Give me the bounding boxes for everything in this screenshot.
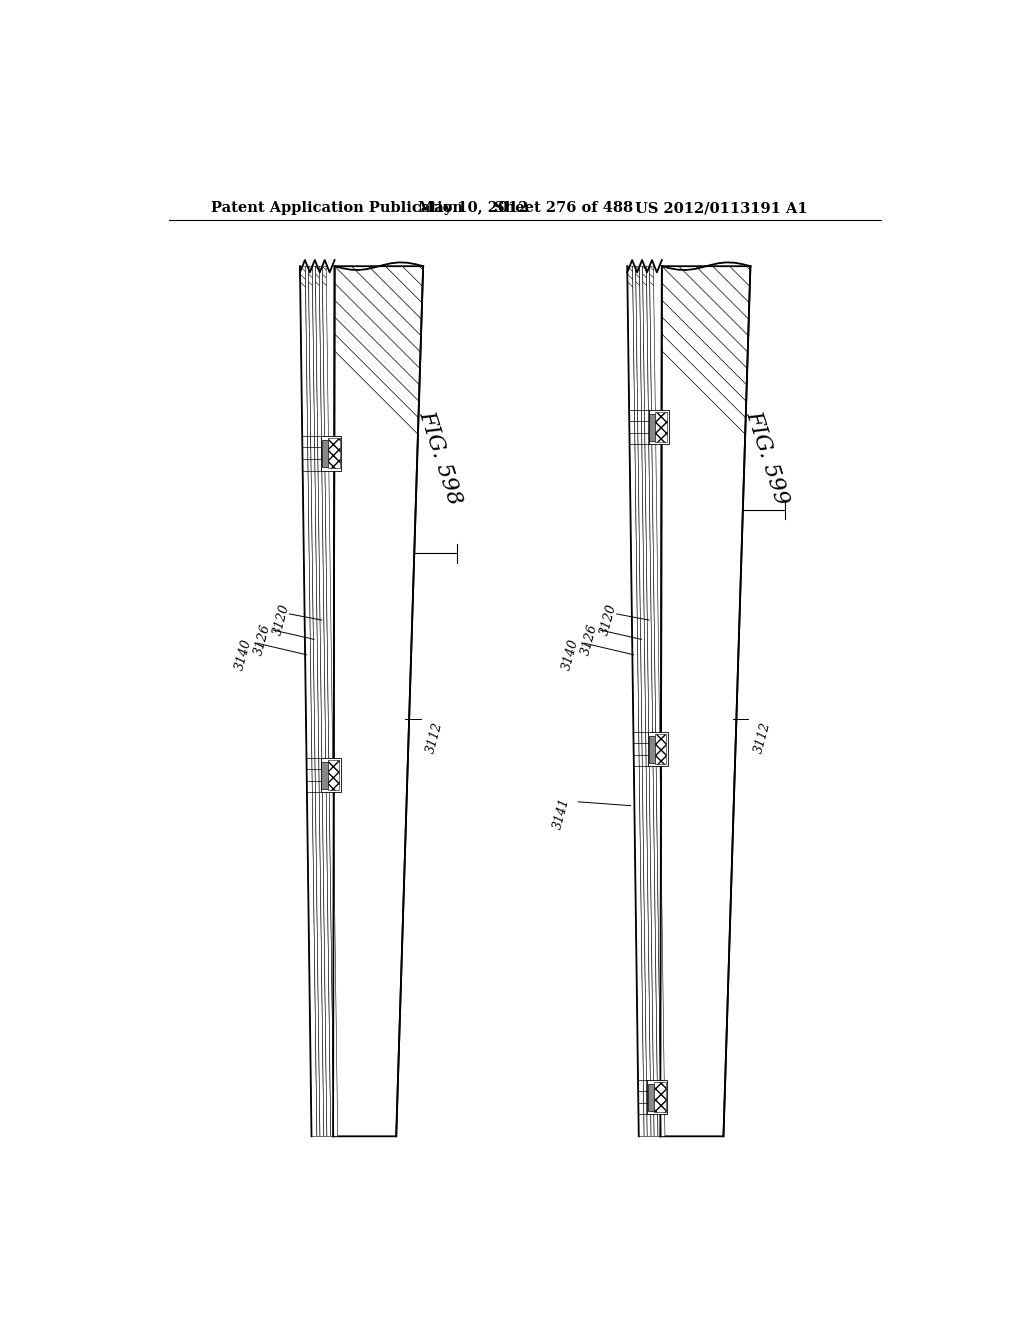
- Polygon shape: [640, 267, 654, 1137]
- Polygon shape: [636, 267, 651, 1137]
- Polygon shape: [312, 267, 327, 1137]
- Polygon shape: [308, 267, 324, 1137]
- Bar: [648, 409, 669, 445]
- Bar: [648, 1084, 654, 1110]
- Polygon shape: [333, 267, 423, 1137]
- Text: 3120: 3120: [271, 603, 292, 638]
- Bar: [649, 413, 655, 441]
- Text: FIG. 599: FIG. 599: [742, 408, 794, 508]
- Polygon shape: [646, 267, 662, 1137]
- Text: 3141: 3141: [551, 796, 571, 830]
- Bar: [322, 762, 328, 788]
- Polygon shape: [643, 267, 658, 1137]
- Polygon shape: [300, 267, 316, 1137]
- Polygon shape: [628, 267, 644, 1137]
- Polygon shape: [649, 267, 665, 1137]
- Polygon shape: [633, 267, 647, 1137]
- Text: Sheet 276 of 488: Sheet 276 of 488: [494, 202, 633, 215]
- Polygon shape: [319, 267, 334, 1137]
- Text: 3140: 3140: [232, 638, 254, 672]
- Bar: [328, 438, 340, 469]
- Bar: [648, 731, 668, 767]
- Text: US 2012/0113191 A1: US 2012/0113191 A1: [635, 202, 808, 215]
- Bar: [321, 758, 341, 792]
- Bar: [322, 440, 328, 467]
- Bar: [647, 1080, 668, 1114]
- Text: 3112: 3112: [425, 721, 445, 755]
- Text: 3140: 3140: [560, 638, 581, 672]
- Text: 3112: 3112: [752, 721, 773, 755]
- Bar: [322, 436, 341, 470]
- Text: May 10, 2012: May 10, 2012: [418, 202, 528, 215]
- Text: FIG. 598: FIG. 598: [415, 408, 466, 508]
- Text: 3120: 3120: [599, 603, 620, 638]
- Bar: [655, 734, 667, 764]
- Polygon shape: [315, 267, 331, 1137]
- Text: 3126: 3126: [580, 622, 600, 656]
- Text: 3126: 3126: [252, 622, 272, 656]
- Text: Patent Application Publication: Patent Application Publication: [211, 202, 464, 215]
- Bar: [655, 412, 667, 442]
- Polygon shape: [305, 267, 319, 1137]
- Polygon shape: [660, 267, 751, 1137]
- Bar: [328, 760, 339, 791]
- Bar: [654, 1082, 666, 1111]
- Polygon shape: [323, 267, 338, 1137]
- Bar: [649, 735, 655, 763]
